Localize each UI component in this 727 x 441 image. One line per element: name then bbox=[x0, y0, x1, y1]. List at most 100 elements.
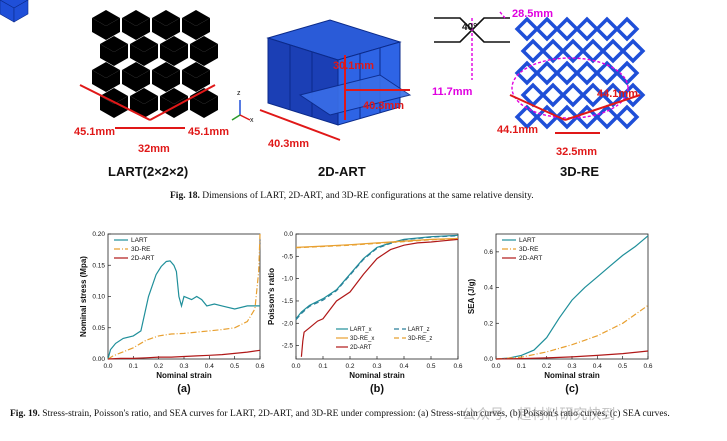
y-tick-label: 0.2 bbox=[484, 320, 493, 327]
re3d-model bbox=[514, 16, 646, 130]
chart-a: 0.0 0.1 0.2 0.3 0.4 0.5 0.6 0.00 0.05 0.10 0.15 0.2… bbox=[79, 231, 265, 395]
re-cell bbox=[620, 38, 646, 64]
lart-cell bbox=[151, 9, 181, 41]
series-3d-re bbox=[495, 304, 649, 360]
re-cell bbox=[594, 60, 620, 86]
re3d-dim-left: 44.1mm bbox=[497, 124, 538, 136]
re-cell bbox=[560, 38, 586, 64]
y-tick-label: 0.00 bbox=[92, 356, 105, 363]
re-cell bbox=[554, 16, 580, 42]
legend-label: 2D-ART bbox=[350, 345, 372, 351]
re-cell bbox=[520, 82, 546, 108]
x-tick-label: 0.5 bbox=[426, 363, 435, 370]
re-cell bbox=[520, 38, 546, 64]
art2d-model bbox=[266, 19, 412, 126]
x-tick-label: 0.3 bbox=[372, 363, 381, 370]
x-tick-label: 0.1 bbox=[129, 363, 138, 370]
re-cell bbox=[580, 82, 606, 108]
x-tick-label: 0.5 bbox=[230, 363, 239, 370]
series-2d-art bbox=[300, 238, 459, 357]
series-lart bbox=[495, 235, 649, 360]
series-3d-re-z bbox=[295, 238, 459, 249]
y-tick-label: -1.5 bbox=[282, 298, 294, 305]
x-tick-label: 0.0 bbox=[103, 363, 112, 370]
lart-model bbox=[0, 0, 29, 23]
fig19-caption-prefix: Fig. 19. bbox=[10, 409, 40, 419]
x-tick-label: 0.2 bbox=[154, 363, 163, 370]
axis-x-label: x bbox=[250, 117, 254, 124]
lart-cell bbox=[91, 9, 121, 41]
series-lart-x bbox=[295, 234, 459, 320]
series-lart-z bbox=[295, 235, 459, 321]
re-cell bbox=[594, 16, 620, 42]
plot-frame bbox=[295, 233, 459, 360]
fig18-caption: Fig. 18. Dimensions of LART, 2D-ART, and… bbox=[170, 190, 590, 202]
x-tick-label: 0.3 bbox=[179, 363, 188, 370]
watermark: 公众号 · 超材料研究快到 bbox=[462, 407, 616, 423]
lart-cell bbox=[159, 35, 189, 67]
lart-cell bbox=[129, 35, 159, 67]
re-cell bbox=[594, 104, 620, 130]
legend-label: LART bbox=[519, 237, 536, 244]
fig18-caption-prefix: Fig. 18. bbox=[170, 191, 200, 201]
dimension-arrows bbox=[79, 55, 641, 141]
art2d-dim-width: 40.3mm bbox=[363, 100, 404, 112]
re-cell bbox=[574, 16, 600, 42]
x-tick-label: 0.4 bbox=[399, 363, 408, 370]
re3d-side-dim: 11.7mm bbox=[432, 86, 473, 98]
y-tick-label: 0.6 bbox=[484, 249, 493, 256]
lart-cell bbox=[99, 35, 129, 67]
x-tick-label: 0.6 bbox=[643, 363, 652, 370]
legend-label: 3D-RE bbox=[131, 246, 151, 253]
art2d-dim-height: 30.1mm bbox=[333, 60, 374, 72]
chart-b: 0.0 0.1 0.2 0.3 0.4 0.5 0.6 0.0 -0.5 -1.0 -1.5 -2.0… bbox=[267, 231, 463, 395]
lart-cell bbox=[121, 61, 151, 93]
y-tick-label: 0.0 bbox=[284, 231, 293, 238]
fig18-caption-text: Dimensions of LART, 2D-ART, and 3D-RE co… bbox=[202, 191, 534, 201]
x-tick-label: 0.3 bbox=[567, 363, 576, 370]
lart-cell bbox=[181, 61, 211, 93]
chart-c: 0.0 0.1 0.2 0.3 0.4 0.5 0.6 0.0 0.2 0.4 0.6 Nominal… bbox=[467, 233, 653, 395]
y-tick-label: 0.10 bbox=[92, 294, 105, 301]
y-tick-label: 0.15 bbox=[92, 262, 105, 269]
series-2d-art bbox=[495, 350, 649, 360]
fig18-illustrations bbox=[0, 0, 646, 141]
lart-dim-right: 45.1mm bbox=[188, 126, 229, 138]
re-cell bbox=[514, 60, 540, 86]
legend-label: 3D-RE_x bbox=[350, 336, 374, 342]
lart-cell bbox=[189, 35, 219, 67]
x-axis-label: Nominal strain bbox=[349, 371, 405, 380]
axis-triad bbox=[231, 100, 251, 121]
y-tick-label: -1.0 bbox=[282, 276, 294, 283]
re-cell bbox=[534, 104, 560, 130]
y-tick-label: 0.4 bbox=[484, 285, 493, 292]
lart-cell bbox=[159, 87, 189, 119]
lart-cell bbox=[91, 61, 121, 93]
re3d-label: 3D-RE bbox=[560, 164, 600, 179]
lart-cell bbox=[129, 87, 159, 119]
y-tick-label: 0.05 bbox=[92, 325, 105, 332]
re3d-dim-bottom: 32.5mm bbox=[556, 146, 597, 158]
re-cell bbox=[614, 16, 640, 42]
re-cell bbox=[600, 82, 626, 108]
x-tick-label: 0.2 bbox=[345, 363, 354, 370]
re-cell bbox=[534, 16, 560, 42]
y-tick-label: -0.5 bbox=[282, 253, 294, 260]
x-tick-label: 0.2 bbox=[542, 363, 551, 370]
x-tick-label: 0.1 bbox=[318, 363, 327, 370]
lart-cell bbox=[181, 9, 211, 41]
x-tick-label: 0.4 bbox=[593, 363, 602, 370]
x-tick-label: 0.6 bbox=[255, 363, 264, 370]
re-cell bbox=[614, 104, 640, 130]
panel-label: (b) bbox=[370, 383, 384, 395]
y-tick-label: -2.0 bbox=[282, 320, 294, 327]
y-axis-label: Poisson's ratio bbox=[267, 268, 276, 325]
re-cell bbox=[540, 82, 566, 108]
x-tick-label: 0.0 bbox=[291, 363, 300, 370]
fig19-charts: 0.0 0.1 0.2 0.3 0.4 0.5 0.6 0.00 0.05 0.10 0.15 0.2… bbox=[79, 231, 653, 395]
y-axis-label: Nominal stress (Mpa) bbox=[79, 256, 88, 337]
art2d-dim-depth: 40.3mm bbox=[268, 138, 309, 150]
legend-label: 2D-ART bbox=[131, 255, 154, 262]
y-tick-label: 0.20 bbox=[92, 231, 105, 238]
lart-cell bbox=[189, 87, 219, 119]
